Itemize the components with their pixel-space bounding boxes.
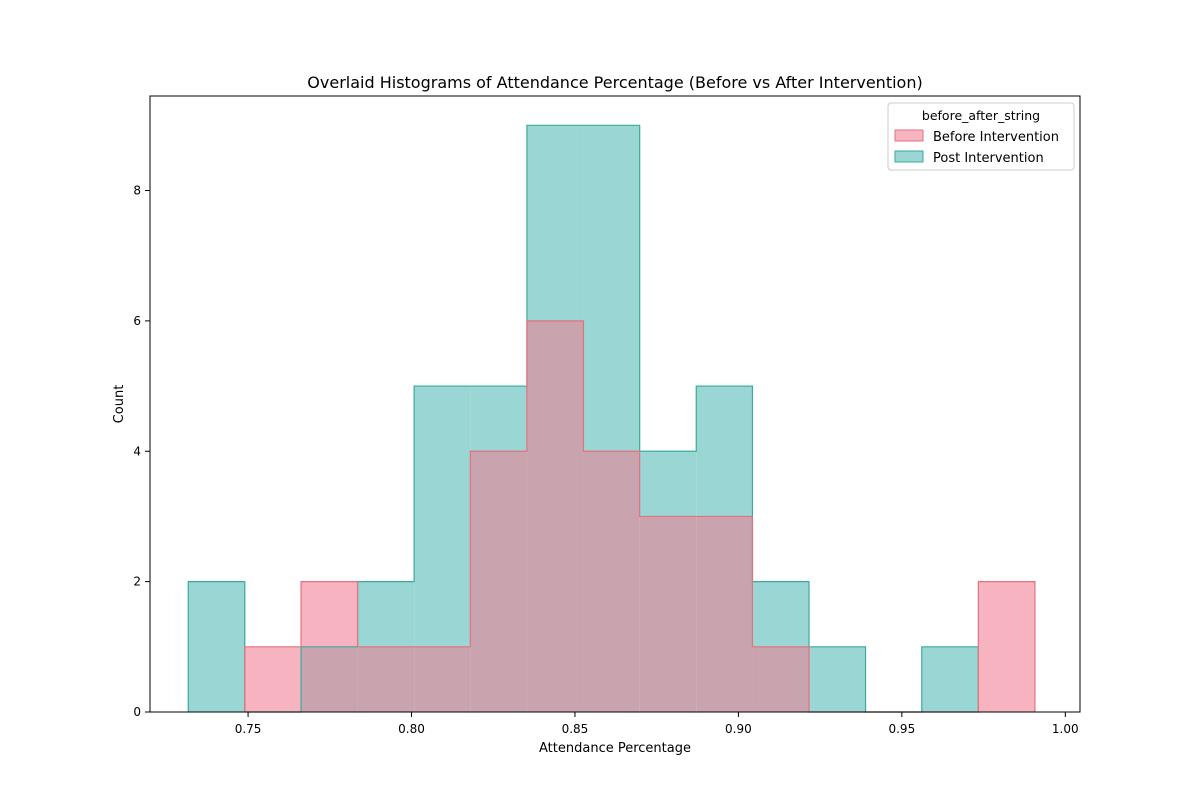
y-tick-label: 8 [133, 184, 141, 198]
legend: before_after_string Before Intervention … [887, 102, 1075, 171]
bar-post-intervention [470, 386, 527, 452]
y-tick-label: 0 [133, 705, 141, 719]
bar-post-intervention [357, 581, 415, 647]
bar-overlap [414, 646, 471, 712]
bar-post-intervention [526, 125, 584, 321]
bar-overlap [696, 516, 753, 712]
x-tick-label: 0.80 [398, 722, 425, 736]
x-axis-ticks: 0.75 0.80 0.85 0.90 0.95 1.00 [235, 712, 1079, 736]
bar-overlap [357, 646, 415, 712]
series-post-intervention [188, 125, 1035, 712]
y-tick-label: 2 [133, 575, 141, 589]
bar-post-intervention [583, 125, 640, 452]
bar-overlap [526, 320, 584, 712]
y-tick-label: 6 [133, 314, 141, 328]
x-tick-label: 0.95 [888, 722, 915, 736]
legend-swatch-before [894, 129, 924, 142]
bar-post-intervention [696, 386, 753, 517]
bar-post-intervention [639, 451, 697, 517]
bar-post-intervention [752, 581, 810, 647]
bar-overlap [639, 516, 697, 712]
bar-before-intervention [301, 581, 358, 647]
legend-box [887, 102, 1075, 171]
x-tick-label: 0.85 [562, 722, 589, 736]
x-tick-label: 0.75 [235, 722, 262, 736]
post-intervention-outline [187, 124, 979, 713]
plot-frame [149, 95, 1081, 713]
chart-title: Overlaid Histograms of Attendance Percen… [307, 73, 922, 92]
bar-before-intervention [978, 581, 1035, 712]
y-tick-label: 4 [133, 444, 141, 458]
legend-swatch-post [894, 150, 924, 163]
bar-overlap [470, 451, 527, 712]
x-tick-label: 0.90 [725, 722, 752, 736]
x-tick-label: 1.00 [1052, 722, 1079, 736]
bar-overlap [583, 451, 640, 712]
bar-post-intervention [188, 581, 245, 712]
bar-before-intervention [244, 646, 302, 712]
y-axis-label: Count [112, 385, 127, 424]
bar-post-intervention [414, 386, 471, 647]
x-axis-label: Attendance Percentage [539, 741, 691, 756]
legend-label-before: Before Intervention [933, 130, 1059, 145]
bar-overlap [301, 646, 358, 712]
legend-title: before_after_string [922, 108, 1040, 123]
legend-label-post: Post Intervention [933, 151, 1044, 166]
series-overlap [301, 320, 810, 712]
y-axis-ticks: 0 2 4 6 8 [133, 184, 150, 719]
bar-overlap [752, 646, 810, 712]
bar-post-intervention [809, 646, 866, 712]
bar-post-intervention [921, 646, 979, 712]
